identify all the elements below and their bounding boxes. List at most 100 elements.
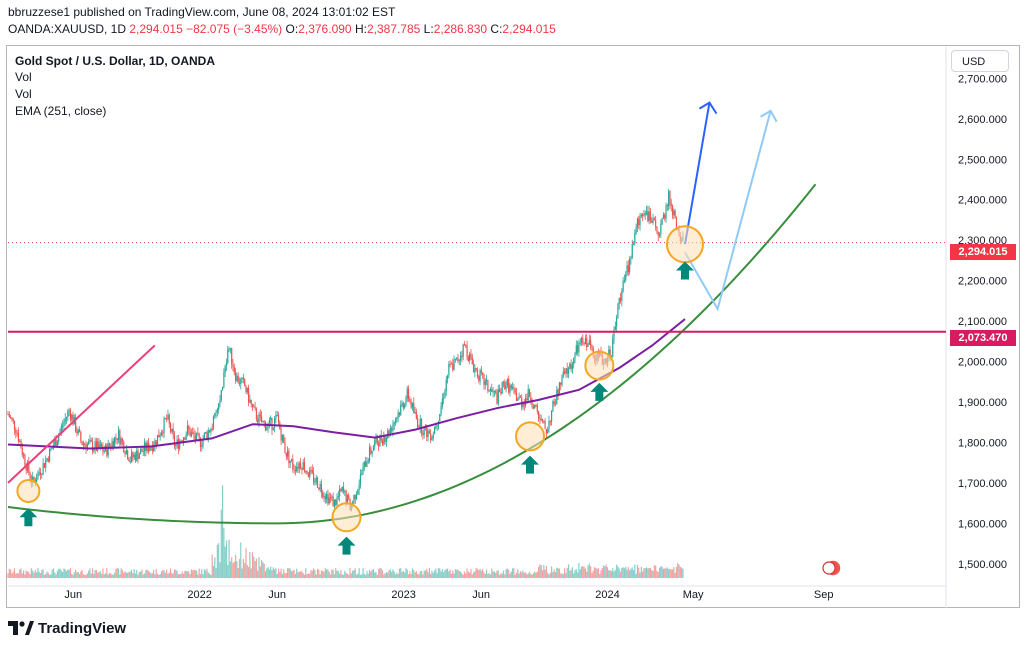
volume-bar <box>133 568 135 578</box>
candle-body <box>49 448 51 462</box>
volume-bar <box>67 569 69 578</box>
currency-button[interactable]: USD <box>951 50 1009 72</box>
candle-body <box>658 233 661 236</box>
candle-body <box>478 376 480 381</box>
volume-bar <box>201 569 203 578</box>
candle-body <box>233 367 235 373</box>
volume-bar <box>548 574 550 578</box>
candle-body <box>271 417 273 430</box>
candle-body <box>592 348 594 356</box>
candle-body <box>76 431 78 434</box>
candle-body <box>249 399 251 403</box>
candle-body <box>361 474 363 476</box>
volume-bar <box>378 568 380 578</box>
candle-body <box>582 337 584 344</box>
candle-body <box>7 414 9 416</box>
volume-bar <box>678 564 680 578</box>
volume-bar <box>26 571 29 578</box>
volume-bar <box>24 574 26 578</box>
candle-body <box>627 265 629 273</box>
candle-body <box>510 385 512 389</box>
volume-bar <box>642 571 644 578</box>
volume-bar <box>292 570 294 578</box>
candle-body <box>250 399 252 405</box>
volume-bar <box>124 571 126 578</box>
volume-bar <box>679 566 681 578</box>
candle-body <box>280 429 282 441</box>
volume-bar <box>136 569 138 578</box>
volume-bar <box>108 572 111 578</box>
volume-bar <box>15 573 17 578</box>
volume-bar <box>669 568 671 578</box>
candle-body <box>121 438 124 442</box>
volume-bar <box>76 572 78 578</box>
candle-body <box>298 463 300 469</box>
candle-body <box>119 430 121 445</box>
candle-body <box>302 462 304 470</box>
candle-body <box>89 439 91 442</box>
volume-bar <box>302 573 304 578</box>
candle-body <box>532 406 534 409</box>
volume-bar <box>345 572 347 578</box>
volume-bar <box>10 569 12 578</box>
volume-bar <box>509 573 511 578</box>
candle-body <box>558 382 561 395</box>
candle-body <box>487 380 489 392</box>
low-label: L: <box>423 22 434 36</box>
candle-body <box>237 375 239 383</box>
candle-body <box>668 191 670 206</box>
volume-bar <box>273 569 276 578</box>
volume-bar <box>435 568 437 578</box>
candle-body <box>281 434 284 441</box>
candle-body <box>58 435 60 442</box>
tradingview-brand[interactable]: TradingView <box>8 618 126 638</box>
candle-body <box>547 429 549 434</box>
volume-bar <box>498 574 501 578</box>
candle-body <box>406 388 408 399</box>
candle-body <box>260 416 263 423</box>
candle-body <box>673 210 675 216</box>
candle-body <box>55 439 57 446</box>
volume-bar <box>489 574 492 578</box>
volume-bar <box>582 566 584 578</box>
candle-body <box>644 213 646 215</box>
volume-bar <box>475 568 477 578</box>
candle-body <box>169 423 172 432</box>
volume-bar <box>155 568 157 578</box>
volume-bar <box>427 572 429 578</box>
volume-bar <box>254 561 256 578</box>
volume-bar <box>396 572 398 578</box>
volume-bar <box>198 568 200 578</box>
volume-bar <box>116 568 118 578</box>
candle-body <box>65 417 68 419</box>
candle-body <box>577 345 579 353</box>
candle-body <box>554 403 557 405</box>
volume-bar <box>158 574 160 578</box>
volume-bar <box>502 570 505 578</box>
volume-bar <box>480 570 482 578</box>
volume-bar <box>240 542 242 578</box>
volume-bar <box>467 571 469 578</box>
candle-body <box>536 405 538 412</box>
volume-bar <box>645 567 648 578</box>
candle-body <box>423 427 425 436</box>
volume-bar <box>424 570 427 578</box>
candle-body <box>655 219 657 227</box>
volume-bar <box>264 571 267 578</box>
volume-bar <box>185 570 187 578</box>
candle-body <box>666 205 668 207</box>
candle-body <box>43 463 46 468</box>
volume-bar <box>250 568 252 578</box>
candle-body <box>584 338 587 344</box>
volume-bar <box>181 571 183 578</box>
volume-bar <box>16 573 18 578</box>
volume-bar <box>634 564 636 578</box>
volume-bar <box>137 574 139 578</box>
volume-bar <box>557 568 559 578</box>
candle-body <box>419 418 421 428</box>
volume-bar <box>517 569 519 578</box>
volume-bar <box>294 574 297 578</box>
volume-bar <box>528 571 531 578</box>
candle-body <box>630 257 632 260</box>
